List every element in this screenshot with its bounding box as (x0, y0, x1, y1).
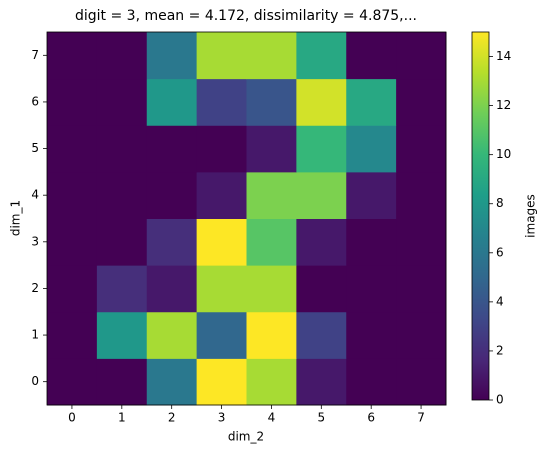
colorbar-label: images (524, 194, 538, 238)
heatmap-cell (96, 358, 148, 406)
colorbar (471, 31, 490, 401)
heatmap-cell (396, 311, 447, 359)
heatmap-cell (96, 171, 148, 219)
heatmap-cell (246, 125, 297, 173)
heatmap-cell (246, 171, 297, 219)
y-tick-label: 6 (31, 94, 39, 108)
heatmap-cell (296, 32, 347, 80)
heatmap-cell (246, 265, 297, 313)
heatmap-cell (396, 78, 447, 126)
x-tick-label: 6 (367, 411, 375, 425)
heatmap-cell (146, 125, 198, 173)
heatmap-cell (146, 358, 198, 406)
heatmap-cell (47, 32, 98, 80)
heatmap-cell (346, 358, 397, 406)
plot-frame (46, 31, 447, 406)
heatmap-cell (346, 32, 397, 80)
heatmap-cell (246, 218, 297, 266)
heatmap-cell (296, 311, 347, 359)
heatmap-cell (246, 358, 297, 406)
heatmap-cell (96, 32, 148, 80)
heatmap-cell (396, 265, 447, 313)
y-tick-label: 0 (31, 374, 39, 388)
heatmap-cell (47, 358, 98, 406)
heatmap-cell (146, 32, 198, 80)
x-tick-label: 7 (417, 411, 425, 425)
heatmap-cell (346, 218, 397, 266)
heatmap-cell (146, 78, 198, 126)
colorbar-tick-label: 0 (496, 393, 504, 407)
heatmap-cell (47, 125, 98, 173)
y-tick-label: 1 (31, 328, 39, 342)
colorbar-tick-label: 4 (496, 294, 504, 308)
heatmap-cell (196, 311, 247, 359)
heatmap-cell (246, 78, 297, 126)
heatmap-cell (396, 218, 447, 266)
heatmap-cell (47, 171, 98, 219)
heatmap-cell (246, 32, 297, 80)
heatmap-cell (96, 265, 148, 313)
heatmap-cell (346, 171, 397, 219)
x-tick-label: 5 (317, 411, 325, 425)
colorbar-tick-label: 12 (496, 98, 511, 112)
heatmap-cell (396, 125, 447, 173)
y-tick-label: 2 (31, 281, 39, 295)
x-axis-label: dim_2 (228, 430, 264, 444)
heatmap-cell (396, 32, 447, 80)
x-tick-label: 2 (168, 411, 176, 425)
y-tick-label: 5 (31, 141, 39, 155)
heatmap-cell (296, 171, 347, 219)
colorbar-tick-label: 8 (496, 196, 504, 210)
heatmap-cell (47, 311, 98, 359)
heatmap-cell (296, 265, 347, 313)
heatmap-cell (346, 78, 397, 126)
y-axis-label: dim_1 (9, 200, 23, 236)
colorbar-tick-label: 2 (496, 343, 504, 357)
heatmap-cell (196, 218, 247, 266)
heatmap-cell (146, 311, 198, 359)
heatmap-cell (396, 171, 447, 219)
heatmap-cell (346, 125, 397, 173)
y-tick-label: 4 (31, 188, 39, 202)
heatmap-cell (196, 171, 247, 219)
heatmap-cell (96, 125, 148, 173)
colorbar-tick-label: 10 (496, 147, 511, 161)
heatmap-cell (146, 171, 198, 219)
heatmap-cell (47, 78, 98, 126)
y-tick-label: 3 (31, 234, 39, 248)
heatmap-cell (346, 311, 397, 359)
heatmap-cell (196, 78, 247, 126)
y-tick-label: 7 (31, 48, 39, 62)
x-tick-label: 3 (218, 411, 226, 425)
x-tick-label: 0 (68, 411, 76, 425)
heatmap-cell (96, 218, 148, 266)
heatmap-cell (146, 265, 198, 313)
heatmap-cell (96, 78, 148, 126)
heatmap-cell (196, 125, 247, 173)
heatmap-cell (246, 311, 297, 359)
heatmap-cell (196, 358, 247, 406)
x-tick-label: 4 (268, 411, 276, 425)
heatmap-cell (96, 311, 148, 359)
heatmap-cell (346, 265, 397, 313)
heatmap-cell (296, 78, 347, 126)
heatmap-cell (296, 218, 347, 266)
heatmap-cell (196, 32, 247, 80)
heatmap-cell (47, 265, 98, 313)
colorbar-tick-label: 14 (496, 49, 511, 63)
heatmap-cell (146, 218, 198, 266)
heatmap-cell (296, 358, 347, 406)
x-tick-label: 1 (118, 411, 126, 425)
heatmap-cell (47, 218, 98, 266)
colorbar-tick-label: 6 (496, 245, 504, 259)
heatmap-cell (196, 265, 247, 313)
heatmap-cell (396, 358, 447, 406)
chart-title: digit = 3, mean = 4.172, dissimilarity =… (75, 8, 417, 24)
heatmap-cell (296, 125, 347, 173)
